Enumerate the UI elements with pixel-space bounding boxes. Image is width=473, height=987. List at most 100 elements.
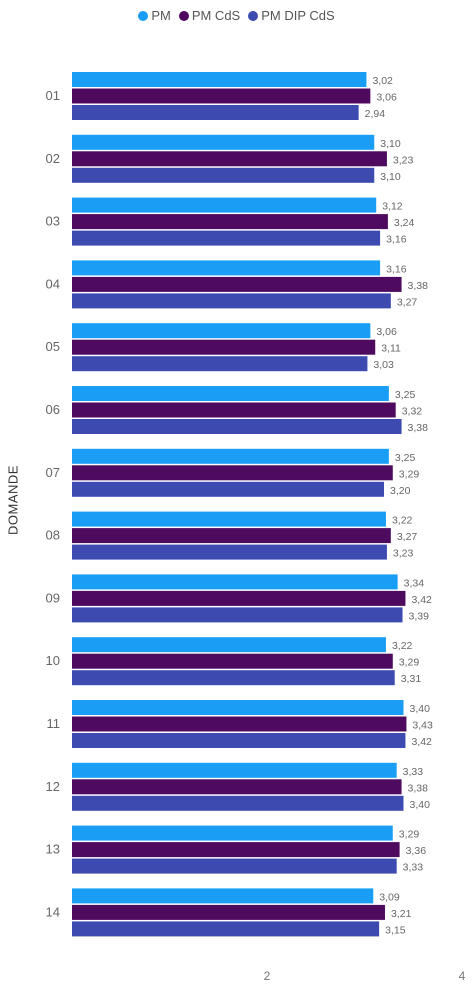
data-label: 3,21 — [391, 908, 412, 920]
bar — [72, 167, 375, 183]
bar — [72, 653, 393, 669]
data-label: 3,24 — [394, 217, 415, 229]
category-label: 08 — [46, 528, 60, 543]
category-label: 01 — [46, 88, 60, 103]
data-label: 3,43 — [412, 720, 433, 732]
data-label: 3,29 — [399, 468, 420, 480]
data-label: 3,32 — [402, 406, 423, 418]
data-label: 3,23 — [393, 548, 414, 560]
data-label: 3,38 — [408, 280, 429, 292]
data-label: 3,06 — [376, 92, 397, 104]
bar — [72, 590, 406, 606]
data-label: 3,20 — [390, 485, 411, 497]
bar — [72, 511, 386, 527]
legend-item-pm[interactable]: PM — [138, 8, 171, 23]
category-label: 03 — [46, 214, 60, 229]
data-label: 3,27 — [397, 531, 418, 543]
category-label: 04 — [46, 276, 60, 291]
data-label: 3,40 — [410, 799, 431, 811]
bar — [72, 481, 384, 497]
data-label: 3,29 — [399, 657, 420, 669]
data-label: 3,42 — [411, 736, 432, 748]
bar — [72, 260, 381, 276]
data-label: 3,42 — [411, 594, 432, 606]
bar — [72, 921, 380, 937]
bar — [72, 528, 391, 544]
bar — [72, 386, 389, 401]
data-label: 2,94 — [365, 108, 386, 120]
legend-marker-pm-dip-cds — [248, 10, 259, 21]
bar — [72, 293, 391, 309]
data-label: 3,16 — [386, 234, 407, 246]
data-label: 3,12 — [382, 201, 403, 213]
data-label: 3,40 — [410, 703, 431, 715]
bar — [72, 825, 393, 841]
legend-label-pm-dip-cds: PM DIP CdS — [261, 8, 335, 23]
data-label: 3,25 — [395, 389, 416, 401]
legend-item-pm-dip-cds[interactable]: PM DIP CdS — [248, 8, 335, 23]
bar — [72, 762, 397, 778]
bar — [72, 419, 402, 434]
data-label: 3,25 — [395, 452, 416, 464]
bar — [72, 197, 377, 213]
bar — [72, 716, 407, 732]
data-label: 3,10 — [380, 171, 401, 183]
bar — [72, 276, 402, 292]
legend-item-pm-cds[interactable]: PM CdS — [178, 8, 241, 23]
data-label: 3,29 — [399, 829, 420, 841]
bar — [72, 402, 396, 418]
legend-marker-pm — [138, 10, 149, 21]
category-label: 10 — [46, 653, 60, 668]
data-label: 3,03 — [373, 359, 394, 371]
legend-label-pm-cds: PM CdS — [191, 8, 241, 23]
data-label: 3,39 — [409, 610, 430, 622]
bar — [72, 105, 359, 120]
category-label: 05 — [46, 339, 60, 354]
category-label: 06 — [46, 402, 60, 417]
bar — [72, 795, 404, 811]
chart-legend: PM PM CdS PM DIP CdS — [0, 8, 473, 23]
data-label: 3,27 — [397, 296, 418, 308]
category-label: 09 — [46, 590, 60, 605]
legend-marker-pm-cds — [178, 10, 189, 21]
category-label: 02 — [46, 151, 60, 166]
bar — [72, 356, 368, 372]
category-label: 12 — [46, 779, 60, 794]
data-label: 3,11 — [381, 343, 401, 355]
bar — [72, 151, 387, 167]
data-label: 3,16 — [386, 263, 407, 275]
data-label: 3,33 — [403, 862, 424, 874]
bar — [72, 465, 393, 481]
bar — [72, 88, 371, 104]
bar — [72, 779, 402, 795]
data-label: 3,23 — [393, 154, 414, 166]
data-label: 3,22 — [392, 515, 413, 527]
bar — [72, 72, 367, 87]
bar — [72, 670, 395, 686]
data-label: 3,15 — [385, 924, 406, 936]
category-label: 14 — [46, 904, 60, 919]
bar — [72, 214, 388, 230]
bar — [72, 339, 376, 355]
data-label: 3,06 — [376, 326, 397, 338]
data-label: 3,22 — [392, 640, 413, 652]
data-label: 3,38 — [408, 422, 429, 434]
bar — [72, 858, 397, 874]
data-label: 3,02 — [372, 75, 393, 87]
data-label: 3,36 — [406, 845, 427, 857]
bar — [72, 574, 398, 590]
legend-label-pm: PM — [151, 8, 171, 23]
bar — [72, 448, 389, 464]
x-tick-label: 2 — [264, 969, 271, 983]
category-label: 11 — [47, 716, 61, 731]
data-label: 3,09 — [379, 891, 400, 903]
bar — [72, 134, 375, 150]
data-label: 3,31 — [401, 673, 422, 685]
category-label: 13 — [46, 842, 60, 857]
bar — [72, 888, 374, 904]
bar — [72, 700, 404, 715]
bar — [72, 904, 385, 920]
bar — [72, 637, 386, 653]
bar — [72, 733, 406, 748]
